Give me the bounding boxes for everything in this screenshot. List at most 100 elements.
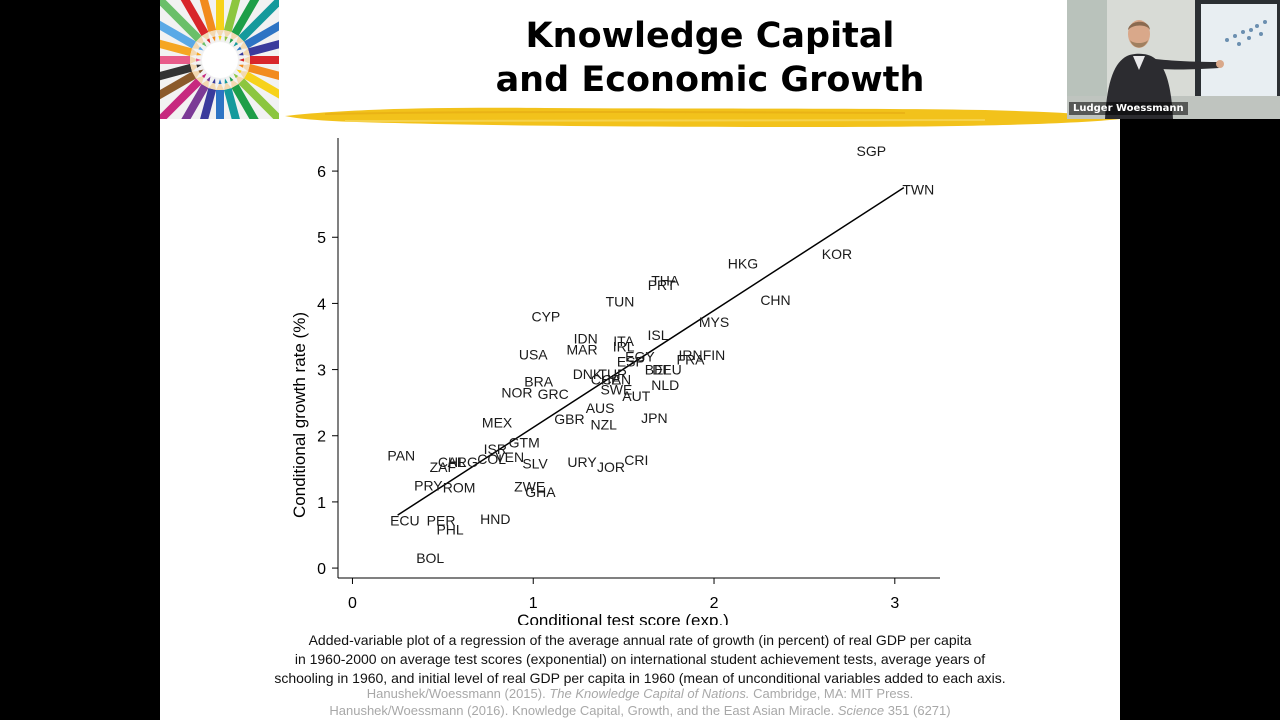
country-label-nld: NLD [651,377,679,393]
country-label-pry: PRY [414,477,443,493]
country-label-phl: PHL [436,522,463,538]
x-tick-label: 0 [348,595,357,612]
x-tick-label: 1 [529,595,538,612]
country-label-zaf: ZAF [430,459,456,475]
slide-title-line-2: and Economic Growth [495,60,925,100]
reference-2-text: Hanushek/Woessmann (2016). Knowledge Cap… [329,703,838,718]
pencil-shape [236,11,279,51]
country-label-sgp: SGP [857,143,887,159]
fit-line-group [397,186,905,516]
pencil-shape [233,73,279,119]
chart-axes: 0 1 2 3 0 1 2 3 4 5 6 [317,138,940,612]
pencil-shape [171,76,211,119]
country-label-cyp: CYP [531,309,560,325]
country-label-che: CHE [591,372,621,388]
country-label-isr: ISR [484,441,507,457]
reference-2-journal: Science [837,703,885,718]
country-label-cri: CRI [624,452,648,468]
country-label-deu: DEU [652,362,682,378]
x-tick-label: 3 [890,595,899,612]
colored-pencils-graphic [160,0,279,119]
country-label-idn: IDN [574,330,598,346]
pencil-shape [223,0,248,42]
country-label-aus: AUS [586,400,615,416]
country-label-ecu: ECU [390,512,420,528]
reference-2-volume: 351 (6271) [884,703,951,718]
country-label-hnd: HND [480,511,510,527]
speaker-video-tile[interactable]: Ludger Woessmann [1067,0,1280,119]
pencil-shape [160,56,201,64]
country-label-twn: TWN [902,182,934,198]
slide-title-line-1: Knowledge Capital [525,16,895,56]
x-axis-label: Conditional test score (exp.) [517,611,729,625]
reference-1: Hanushek/Woessmann (2015). The Knowledge… [160,685,1120,702]
country-label-ita: ITA [613,333,634,349]
country-label-aut: AUT [622,388,650,404]
caption-line-3: schooling in 1960, and initial level of … [274,670,1006,686]
pencil-shape [229,0,269,44]
country-label-prt: PRT [648,277,676,293]
y-tick-label: 5 [317,230,326,247]
pencil-shape [160,32,202,57]
country-label-bel: BEL [645,362,672,378]
country-label-bol: BOL [416,550,444,566]
country-label-can: CAN [602,372,632,388]
country-label-arg: ARG [448,454,478,470]
country-label-col: COL [477,451,506,467]
country-label-pan: PAN [387,448,415,464]
country-label-fin: FIN [703,347,726,363]
country-label-kor: KOR [822,246,852,262]
caption-line-1: Added-variable plot of a regression of t… [308,632,972,648]
figure-caption: Added-variable plot of a regression of t… [160,631,1120,688]
y-tick-label: 4 [317,296,326,313]
country-label-fra: FRA [677,352,706,368]
pencil-shape [160,0,207,47]
country-label-esp: ESP [617,354,645,370]
y-axis-label: Conditional growth rate (%) [290,312,309,518]
yellow-brush-stroke [285,107,1120,127]
speaker-name-label: Ludger Woessmann [1069,102,1188,115]
y-tick-label: 6 [317,164,326,181]
country-label-nzl: NZL [591,416,618,432]
pencil-shape [216,0,224,41]
pencil-shape [223,78,248,119]
country-label-tur: TUR [598,366,627,382]
country-label-hkg: HKG [728,256,758,272]
country-label-mys: MYS [699,314,729,330]
country-label-irn: IRN [678,347,702,363]
country-label-bra: BRA [524,373,553,389]
pencil-shape [216,79,224,119]
country-label-gha: GHA [525,484,556,500]
country-label-grc: GRC [538,386,569,402]
x-tick-label: 2 [710,595,719,612]
country-label-per: PER [427,512,456,528]
country-label-mar: MAR [566,342,597,358]
y-tick-label: 1 [317,495,326,512]
country-label-slv: SLV [522,456,548,472]
country-label-usa: USA [519,346,548,362]
country-label-ury: URY [567,454,597,470]
country-label-egy: EGY [625,348,655,364]
caption-line-2: in 1960-2000 on average test scores (exp… [294,651,986,667]
slide-title: Knowledge Capital and Economic Growth [460,14,960,102]
country-label-rom: ROM [443,479,476,495]
country-label-chl: CHL [438,454,466,470]
pencils-center [202,42,238,78]
country-label-mex: MEX [482,415,513,431]
reference-1-book-title: The Knowledge Capital of Nations. [549,686,750,701]
pencil-shape [171,0,211,44]
country-label-nor: NOR [501,385,532,401]
country-label-gtm: GTM [509,434,540,450]
pencil-shape [233,0,279,47]
country-label-jor: JOR [597,459,625,475]
pencil-shape [236,69,279,109]
pencil-shape [238,32,279,57]
pencil-shape [160,73,207,119]
slide: Knowledge Capital and Economic Growth 0 1… [160,0,1120,720]
country-label-dnk: DNK [573,366,603,382]
speaker-video-frame [1067,0,1280,119]
pencil-shape [160,11,204,51]
country-label-ven: VEN [495,449,524,465]
